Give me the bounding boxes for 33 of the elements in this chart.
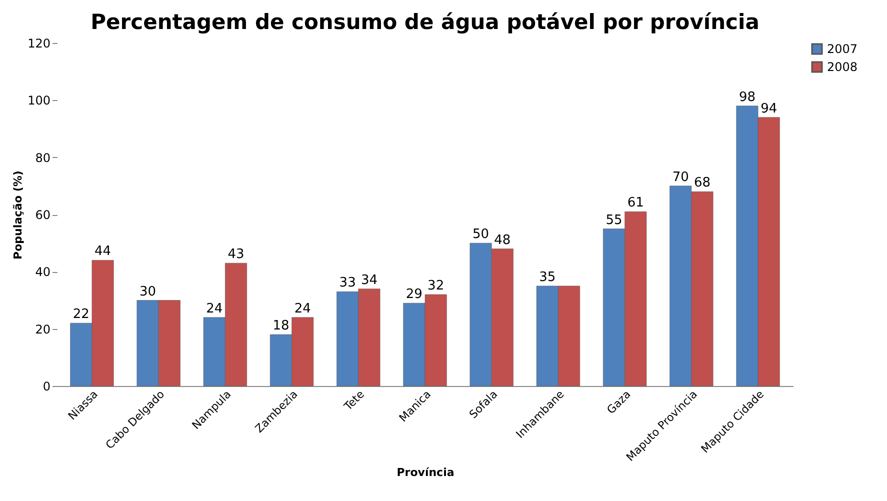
y-tick-label: 60 [35,208,50,222]
y-tick-label: 120 [28,36,50,50]
y-tick-label: 0 [42,380,50,394]
data-label: 61 [627,196,644,211]
data-label: 55 [606,212,622,228]
legend-label: 2007 [827,42,858,56]
data-label: 34 [360,272,378,288]
legend-label: 2008 [827,60,858,74]
x-tick-label: Tete [340,388,368,414]
data-label: 94 [760,101,778,116]
chart-title: Percentagem de consumo de água potável por província [90,10,760,34]
data-label: 98 [738,90,756,105]
data-label: 18 [272,318,290,334]
data-label: 44 [94,244,112,260]
data-label: 22 [72,307,90,322]
data-label: 30 [139,284,156,300]
data-label: 35 [539,270,556,285]
data-label: 33 [339,276,356,291]
data-label: 24 [294,301,311,316]
data-label: 70 [672,170,689,185]
y-axis-title: População (%) [12,170,25,260]
data-label: 68 [694,176,711,191]
data-label: 32 [428,278,444,294]
data-label: 50 [472,227,490,242]
y-tick-label: 80 [35,150,50,165]
x-axis-title: Província [396,466,454,480]
y-tick-label: 20 [35,322,50,336]
data-label: 48 [494,232,511,248]
data-label: 43 [228,247,244,262]
data-label: 29 [406,287,422,302]
y-tick-label: 40 [35,265,50,280]
data-label: 24 [206,301,223,316]
y-tick-label: 100 [28,94,50,108]
